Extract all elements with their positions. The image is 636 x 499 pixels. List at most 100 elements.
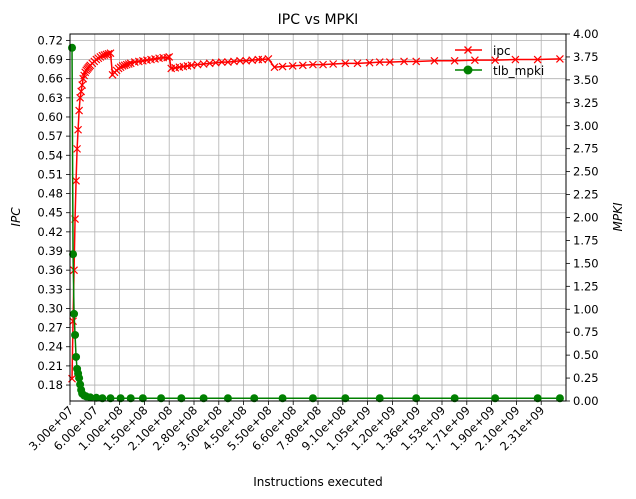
- data-point-ipc: [72, 176, 80, 185]
- data-point-ipc: [236, 56, 244, 65]
- legend-tlb-marker: [463, 65, 473, 75]
- y-right-tick-label: 1.75: [573, 233, 599, 247]
- data-point-tlb_mpki: [92, 393, 101, 402]
- data-point-tlb_mpki: [375, 394, 384, 403]
- y-right-tick-label: 1.00: [573, 302, 599, 316]
- y-left-tick-label: 0.21: [37, 359, 63, 373]
- y-axis-left: 0.18 0.21 0.24 0.27 0.30 0.33 0.36 0.39 0.42 0.45…: [37, 33, 70, 392]
- data-point-tlb_mpki: [491, 394, 500, 403]
- data-point-tlb_mpki: [75, 374, 84, 383]
- data-point-ipc: [264, 54, 273, 63]
- data-point-ipc: [353, 59, 362, 68]
- data-point-ipc: [74, 125, 83, 134]
- data-point-tlb_mpki: [533, 394, 542, 403]
- data-point-ipc: [430, 56, 439, 65]
- y-left-tick-label: 0.36: [37, 263, 63, 277]
- y-left-tick-label: 0.63: [37, 91, 63, 105]
- y-right-tick-label: 0.50: [573, 348, 599, 362]
- data-point-ipc: [165, 53, 174, 61]
- y-right-tick-label: 0.75: [573, 325, 599, 339]
- y-right-tick-label: 4.00: [573, 27, 599, 41]
- y-axis-right: 0.00 0.25 0.50 0.75 1.00 1.25 1.50 1.75 2.00 2.25…: [566, 27, 599, 408]
- y-right-tick-label: 2.75: [573, 142, 599, 156]
- data-point-tlb_mpki: [157, 394, 166, 403]
- data-point-ipc: [450, 56, 459, 65]
- y-left-tick-label: 0.30: [37, 301, 63, 315]
- data-point-tlb_mpki: [138, 394, 147, 403]
- y-axis-right-label: MPKI: [611, 202, 625, 231]
- data-point-ipc: [556, 54, 564, 63]
- data-point-ipc: [278, 62, 287, 71]
- data-point-tlb_mpki: [86, 393, 95, 402]
- data-point-ipc: [69, 317, 77, 326]
- data-point-tlb_mpki: [69, 250, 78, 259]
- data-point-ipc: [329, 60, 338, 68]
- y-left-tick-label: 0.39: [37, 244, 63, 258]
- y-left-tick-label: 0.57: [37, 129, 63, 143]
- y-right-tick-label: 0.25: [573, 371, 599, 385]
- data-point-ipc: [77, 87, 86, 96]
- data-point-ipc: [78, 81, 87, 89]
- y-left-tick-label: 0.60: [37, 110, 63, 124]
- y-right-tick-label: 2.00: [573, 211, 599, 225]
- data-point-ipc: [400, 57, 408, 66]
- data-point-tlb_mpki: [223, 394, 232, 403]
- y-right-tick-label: 3.25: [573, 96, 599, 110]
- x-axis: 3.00e+076.00e+071.00e+081.50e+082.10e+08…: [26, 401, 547, 453]
- data-point-tlb_mpki: [126, 394, 135, 403]
- y-right-tick-label: 1.50: [573, 256, 599, 270]
- data-point-tlb_mpki: [71, 330, 80, 339]
- legend-ipc-label: ipc: [493, 44, 511, 58]
- y-right-tick-label: 2.50: [573, 165, 599, 179]
- data-point-ipc: [163, 53, 172, 62]
- data-point-tlb_mpki: [72, 352, 81, 361]
- y-left-tick-label: 0.69: [37, 53, 63, 67]
- data-point-ipc: [385, 58, 394, 67]
- data-point-tlb_mpki: [98, 394, 107, 403]
- y-left-tick-label: 0.27: [37, 321, 63, 335]
- data-point-ipc: [533, 55, 542, 64]
- data-point-tlb_mpki: [70, 309, 79, 318]
- data-point-ipc: [76, 93, 85, 102]
- y-right-tick-label: 1.25: [573, 279, 599, 293]
- data-point-tlb_mpki: [341, 394, 350, 403]
- y-right-tick-label: 0.00: [573, 394, 599, 408]
- y-left-tick-label: 0.45: [37, 206, 63, 220]
- y-left-tick-label: 0.48: [37, 187, 63, 201]
- data-point-ipc: [341, 59, 350, 68]
- data-point-ipc: [511, 55, 520, 64]
- data-point-tlb_mpki: [278, 394, 287, 403]
- legend: ipc tlb_mpki: [455, 44, 544, 78]
- grid: [69, 34, 566, 401]
- data-point-ipc: [124, 60, 133, 68]
- legend-tlb-label: tlb_mpki: [493, 64, 544, 78]
- data-point-ipc: [491, 56, 500, 65]
- data-point-tlb_mpki: [555, 394, 564, 403]
- data-point-tlb_mpki: [199, 394, 208, 403]
- y-left-tick-label: 0.51: [37, 167, 63, 181]
- data-point-ipc: [104, 49, 113, 58]
- y-left-tick-label: 0.54: [37, 148, 63, 162]
- data-point-ipc: [288, 61, 297, 70]
- y-left-tick-label: 0.18: [37, 378, 63, 392]
- data-point-ipc: [270, 63, 279, 72]
- data-point-ipc: [217, 58, 226, 67]
- y-right-tick-label: 2.25: [573, 188, 599, 202]
- y-left-tick-label: 0.72: [37, 33, 63, 47]
- data-point-ipc: [298, 61, 307, 70]
- data-point-tlb_mpki: [68, 43, 77, 52]
- y-right-tick-label: 3.00: [573, 119, 599, 133]
- y-right-tick-label: 3.50: [573, 73, 599, 87]
- plot-series: [68, 43, 564, 403]
- data-point-tlb_mpki: [412, 394, 421, 403]
- data-point-tlb_mpki: [308, 394, 317, 403]
- y-left-tick-label: 0.33: [37, 282, 63, 296]
- y-left-tick-label: 0.42: [37, 225, 63, 239]
- data-point-ipc: [309, 60, 317, 69]
- x-axis-label: Instructions executed: [253, 475, 383, 489]
- data-point-ipc: [319, 60, 327, 69]
- data-point-ipc: [375, 58, 384, 67]
- data-point-ipc: [106, 49, 115, 58]
- data-point-ipc: [365, 58, 374, 67]
- data-point-tlb_mpki: [116, 394, 125, 403]
